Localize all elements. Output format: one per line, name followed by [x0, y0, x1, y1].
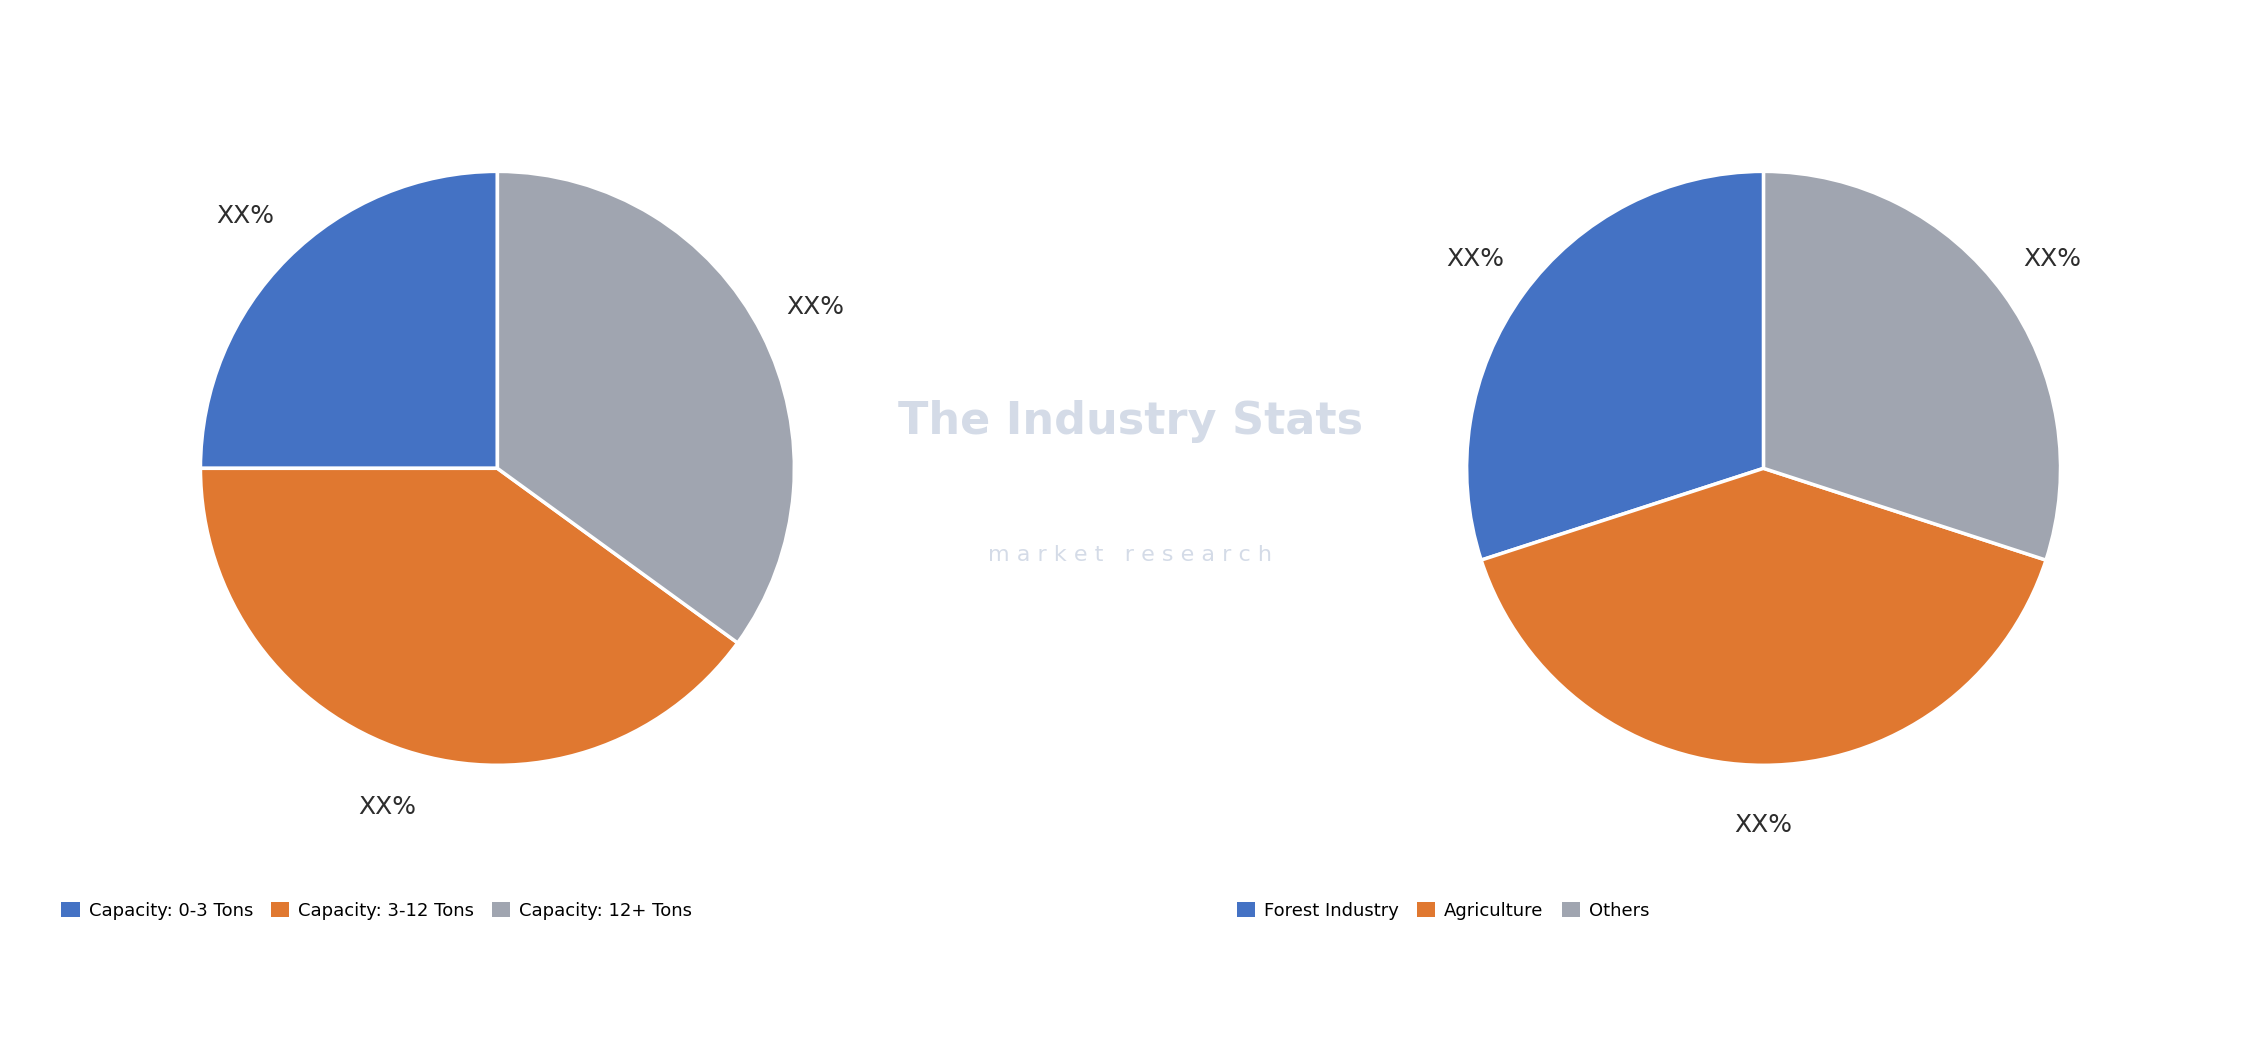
Text: Source: Theindustrystats Analysis: Source: Theindustrystats Analysis — [45, 1004, 421, 1022]
Wedge shape — [1764, 171, 2060, 560]
Text: XX%: XX% — [787, 295, 843, 319]
Text: Website: www.theindustrystats.com: Website: www.theindustrystats.com — [1816, 1004, 2216, 1022]
Text: XX%: XX% — [2024, 247, 2080, 271]
Text: Email: sales@theindustrystats.com: Email: sales@theindustrystats.com — [938, 1004, 1323, 1022]
Text: XX%: XX% — [1734, 813, 1793, 836]
Text: Fig. Global Forestry Forwarder Market Share by Product Types & Application: Fig. Global Forestry Forwarder Market Sh… — [29, 39, 1230, 68]
Text: XX%: XX% — [1447, 247, 1504, 271]
Text: XX%: XX% — [357, 795, 416, 819]
Wedge shape — [201, 171, 497, 469]
Wedge shape — [1467, 171, 1764, 560]
Wedge shape — [201, 469, 737, 766]
Text: The Industry Stats: The Industry Stats — [898, 400, 1363, 444]
Text: XX%: XX% — [217, 205, 274, 228]
Legend: Forest Industry, Agriculture, Others: Forest Industry, Agriculture, Others — [1230, 894, 1657, 927]
Wedge shape — [1481, 469, 2046, 766]
Wedge shape — [497, 171, 794, 643]
Text: m a r k e t   r e s e a r c h: m a r k e t r e s e a r c h — [988, 545, 1273, 565]
